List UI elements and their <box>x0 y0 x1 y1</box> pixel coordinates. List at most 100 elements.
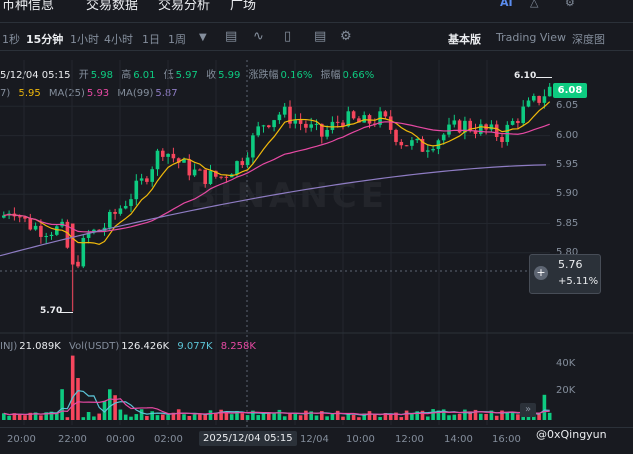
volume-bar <box>373 414 377 420</box>
tab-trade-data[interactable]: 交易数据 <box>86 0 139 13</box>
candle-body <box>542 96 547 103</box>
chart-line-icon[interactable]: ∿ <box>253 29 264 44</box>
volume-bar <box>309 411 313 420</box>
volume-bar <box>346 413 351 420</box>
settings-icon[interactable]: ⚙ <box>565 0 575 9</box>
volume-bar <box>155 415 160 420</box>
volume-bar <box>341 416 345 420</box>
volume-bar <box>2 413 6 420</box>
candle-body <box>357 118 361 123</box>
timeframe-1s[interactable]: 1秒 <box>2 33 20 46</box>
volume-bar <box>314 415 319 420</box>
candle-body <box>267 125 271 128</box>
volume-bar <box>229 414 234 420</box>
volume-bar <box>192 414 197 420</box>
candle-body <box>526 100 531 107</box>
volume-bar <box>134 414 139 420</box>
add-alert-icon[interactable]: + <box>534 266 548 280</box>
volume-bar <box>182 414 186 420</box>
bell-icon[interactable]: △ <box>530 0 539 9</box>
volume-bar <box>473 409 478 420</box>
volume-bar <box>457 413 462 420</box>
volume-bar <box>39 415 43 420</box>
candle-body <box>404 145 409 147</box>
candle-body <box>463 120 467 133</box>
candle-body <box>373 123 377 125</box>
volume-bar <box>256 415 260 420</box>
high-value: 6.01 <box>133 70 156 81</box>
ai-icon[interactable]: AI <box>500 0 513 9</box>
candle-body <box>23 216 27 219</box>
volume-bar <box>208 410 213 420</box>
time-label: 12/04 <box>300 434 329 445</box>
indicator-icon[interactable]: ▤ <box>314 29 327 44</box>
candle-body <box>426 150 430 152</box>
scroll-latest-button[interactable]: » <box>520 403 536 417</box>
volume-bar <box>55 413 59 420</box>
more-timeframes-dropdown-icon[interactable]: ▼ <box>199 32 207 43</box>
candle-body <box>261 125 266 127</box>
volume-bar <box>108 389 112 420</box>
candle-body <box>510 121 515 125</box>
candle-body <box>500 136 504 142</box>
candle-body <box>521 106 525 124</box>
volume-bar <box>494 415 499 420</box>
candle-body <box>97 229 101 232</box>
timeframe-15m[interactable]: 15分钟 <box>26 33 64 46</box>
price-tick: 6.05 <box>556 100 579 112</box>
view-depth[interactable]: 深度图 <box>572 33 605 46</box>
timeframe-1d[interactable]: 1日 <box>142 33 160 46</box>
volume-bar <box>118 409 123 420</box>
candle-body <box>2 215 6 218</box>
tab-square[interactable]: 广场 <box>230 0 257 13</box>
volume-bar <box>102 400 107 420</box>
view-tradingview[interactable]: Trading View <box>496 31 566 44</box>
candle-body <box>494 124 499 137</box>
volume-bar <box>240 413 245 420</box>
volume-bar <box>161 414 165 420</box>
candle-body <box>198 169 202 171</box>
view-basic[interactable]: 基本版 <box>448 33 481 46</box>
chart-settings-icon[interactable]: ⚙ <box>340 29 352 44</box>
high-label: 高 <box>121 70 132 81</box>
volume-bar <box>468 411 472 420</box>
volume-bar <box>113 395 117 420</box>
candle-body <box>108 211 112 228</box>
volume-bar <box>288 413 292 420</box>
volume-bar <box>150 411 154 420</box>
volume-bar <box>410 413 414 420</box>
volume-bar <box>510 412 515 420</box>
candle-body <box>55 226 59 235</box>
candle-body <box>76 261 80 267</box>
volume-bar <box>139 409 144 420</box>
volume-tick-20k: 20K <box>556 385 576 396</box>
candlestick-icon[interactable]: ▯ <box>284 29 292 44</box>
crosshair-time: 2025/12/04 05:15 <box>199 431 297 446</box>
ohlc-info: 5/12/04 05:15 开 5.98 高 6.01 低 5.97 收 5.99 涨跌… <box>0 66 379 81</box>
timeframe-1w[interactable]: 1周 <box>168 33 186 46</box>
timeframe-4h[interactable]: 4小时 <box>104 33 133 46</box>
volume-bar <box>282 416 287 420</box>
candle-body <box>304 123 308 128</box>
volume-bar <box>251 410 255 420</box>
tab-trade-analysis[interactable]: 交易分析 <box>158 0 211 13</box>
volume-bar <box>224 411 229 420</box>
ma25-value: 5.93 <box>86 88 110 99</box>
volume-ma2-line <box>3 398 550 416</box>
time-label: 12:00 <box>395 434 424 445</box>
candle-body <box>394 129 398 142</box>
candle-body <box>17 216 22 218</box>
vol-ma1-value: 9.077K <box>177 341 213 352</box>
volume-bar <box>441 409 446 420</box>
volume-bar <box>166 415 170 420</box>
volume-bar <box>547 412 552 420</box>
timeframe-1h[interactable]: 1小时 <box>70 33 99 46</box>
calendar-icon[interactable]: ▤ <box>225 29 238 44</box>
candle-body <box>33 225 38 230</box>
open-label: 开 <box>78 70 89 81</box>
candle-body <box>102 227 107 232</box>
candle-body <box>240 161 245 166</box>
low-value: 5.97 <box>175 70 198 81</box>
candle-body <box>12 213 17 217</box>
tab-coin-info[interactable]: 币种信息 <box>2 0 55 13</box>
